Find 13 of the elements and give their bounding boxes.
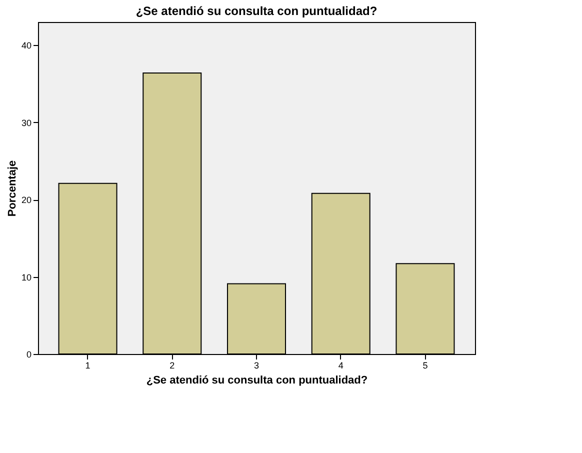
y-tick-label: 10 — [21, 272, 32, 282]
x-tick-label: 4 — [338, 360, 344, 370]
chart-title: ¿Se atendió su consulta con puntualidad? — [136, 4, 378, 18]
y-tick-label: 0 — [26, 350, 32, 360]
x-axis-title: ¿Se atendió su consulta con puntualidad? — [146, 374, 368, 386]
y-tick-label: 40 — [21, 40, 32, 51]
x-tick-label: 1 — [85, 360, 90, 370]
x-tick-label: 5 — [422, 360, 428, 370]
y-tick-label: 20 — [21, 195, 32, 206]
x-tick-label: 3 — [254, 360, 260, 370]
y-tick-label: 30 — [21, 118, 32, 128]
x-tick-label: 2 — [170, 360, 175, 370]
y-axis-title: Porcentaje — [6, 160, 18, 217]
